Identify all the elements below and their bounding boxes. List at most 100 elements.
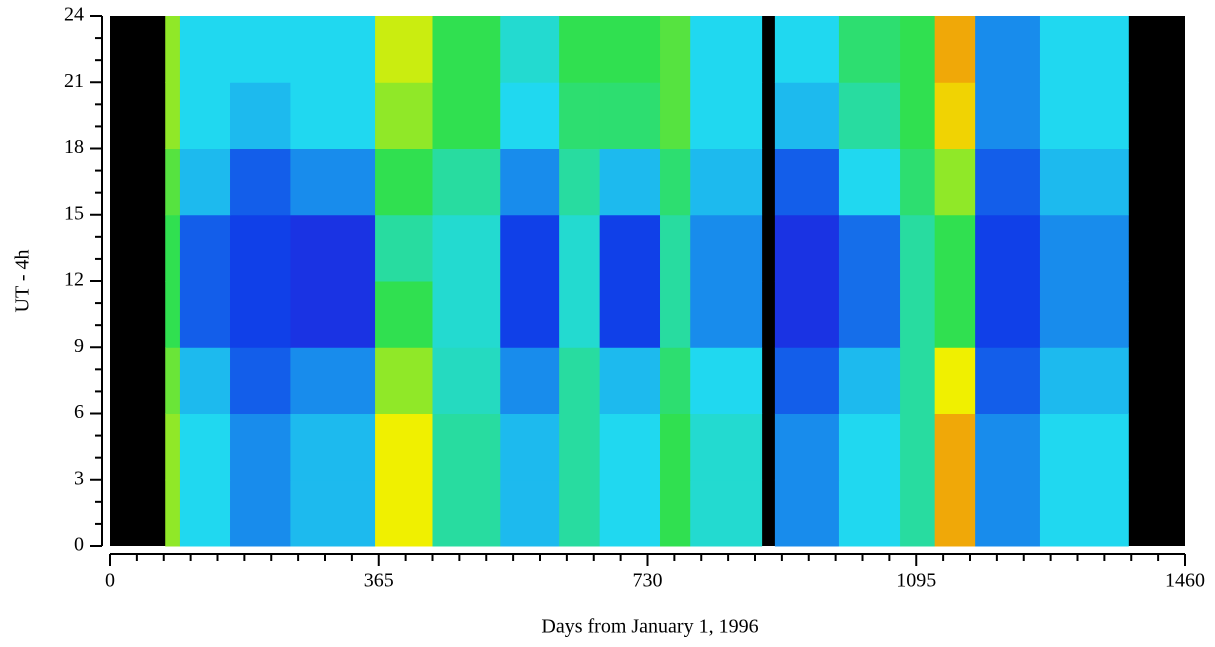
heat-cell — [660, 479, 691, 547]
heat-cell — [165, 413, 181, 481]
heat-cell — [838, 413, 901, 481]
heat-cell — [838, 148, 901, 216]
heat-cell — [432, 413, 501, 481]
heat-cell — [230, 347, 291, 414]
heat-cell — [230, 16, 291, 83]
heat-cell — [230, 413, 291, 481]
heat-cell — [165, 479, 181, 547]
heat-cell — [1039, 413, 1129, 481]
heat-cell — [774, 16, 840, 83]
heat-cell — [774, 82, 840, 149]
heat-cell — [1039, 16, 1129, 83]
heat-cell — [375, 281, 433, 348]
x-tick-label: 1095 — [896, 570, 936, 592]
heat-cell — [432, 82, 501, 149]
heat-cell — [838, 281, 901, 348]
heat-cell — [975, 413, 1041, 481]
heat-cell — [690, 413, 763, 481]
heat-cell — [375, 413, 433, 481]
heat-cell — [559, 214, 601, 282]
heat-cell — [900, 16, 936, 83]
heat-cell — [660, 413, 691, 481]
x-tick-label: 0 — [105, 570, 115, 592]
heat-cell — [500, 413, 560, 481]
x-tick-label: 365 — [364, 570, 394, 592]
heat-cell — [934, 413, 976, 481]
heat-cell — [179, 148, 231, 216]
heat-cell — [934, 479, 976, 547]
heat-cell — [774, 148, 840, 216]
heat-cell — [900, 148, 936, 216]
heat-cell — [838, 347, 901, 414]
y-tick-label: 6 — [74, 401, 84, 423]
heat-cell — [179, 347, 231, 414]
heat-cell — [975, 347, 1041, 414]
x-tick-label: 1460 — [1165, 570, 1205, 592]
heat-cell — [500, 347, 560, 414]
heat-cell — [774, 413, 840, 481]
heat-cell — [179, 479, 231, 547]
heat-cell — [599, 82, 661, 149]
heat-cell — [774, 214, 840, 282]
heat-cell — [934, 148, 976, 216]
heat-cell — [900, 413, 936, 481]
heat-cell — [690, 281, 763, 348]
heat-cell — [975, 16, 1041, 83]
heat-cell — [900, 82, 936, 149]
y-tick-label: 24 — [64, 4, 84, 26]
heat-cell — [165, 347, 181, 414]
heat-cell — [660, 347, 691, 414]
heat-cell — [559, 148, 601, 216]
heat-cell — [559, 479, 601, 547]
heat-cell — [975, 479, 1041, 547]
heat-cell — [690, 479, 763, 547]
heat-cell — [179, 214, 231, 282]
heat-cell — [290, 82, 376, 149]
y-tick-label: 9 — [74, 335, 84, 357]
heat-cell — [690, 347, 763, 414]
heat-cell — [1039, 148, 1129, 216]
heat-cell — [1039, 214, 1129, 282]
heat-cell — [559, 347, 601, 414]
heat-cell — [690, 16, 763, 83]
heat-cell — [165, 82, 181, 149]
heat-cell — [559, 281, 601, 348]
heat-cell — [900, 347, 936, 414]
heat-cell — [375, 82, 433, 149]
heat-cell — [432, 347, 501, 414]
heat-cell — [599, 148, 661, 216]
heat-cell — [290, 347, 376, 414]
heat-cell — [934, 214, 976, 282]
heat-cell — [660, 82, 691, 149]
heat-cell — [432, 16, 501, 83]
heat-cell — [838, 214, 901, 282]
heat-cell — [838, 479, 901, 547]
heat-cell — [690, 82, 763, 149]
heat-cell — [975, 148, 1041, 216]
heat-cell — [1039, 347, 1129, 414]
heat-cell — [500, 148, 560, 216]
heat-cell — [375, 479, 433, 547]
y-tick-label: 18 — [64, 136, 84, 158]
heat-cell — [774, 479, 840, 547]
heat-cell — [599, 214, 661, 282]
heat-cell — [599, 16, 661, 83]
heat-cell — [165, 16, 181, 83]
heat-cell — [375, 214, 433, 282]
x-tick-label: 730 — [633, 570, 663, 592]
y-tick-label: 0 — [74, 534, 84, 556]
heat-cell — [230, 281, 291, 348]
heat-cell — [838, 16, 901, 83]
heat-cell — [290, 413, 376, 481]
heat-cell — [500, 16, 560, 83]
heat-cell — [599, 413, 661, 481]
heat-cell — [375, 347, 433, 414]
heat-cell — [900, 214, 936, 282]
heat-cell — [500, 479, 560, 547]
heat-cell — [432, 479, 501, 547]
heat-cell — [230, 214, 291, 282]
heat-cell — [432, 214, 501, 282]
heat-cell — [500, 214, 560, 282]
heat-cell — [934, 82, 976, 149]
